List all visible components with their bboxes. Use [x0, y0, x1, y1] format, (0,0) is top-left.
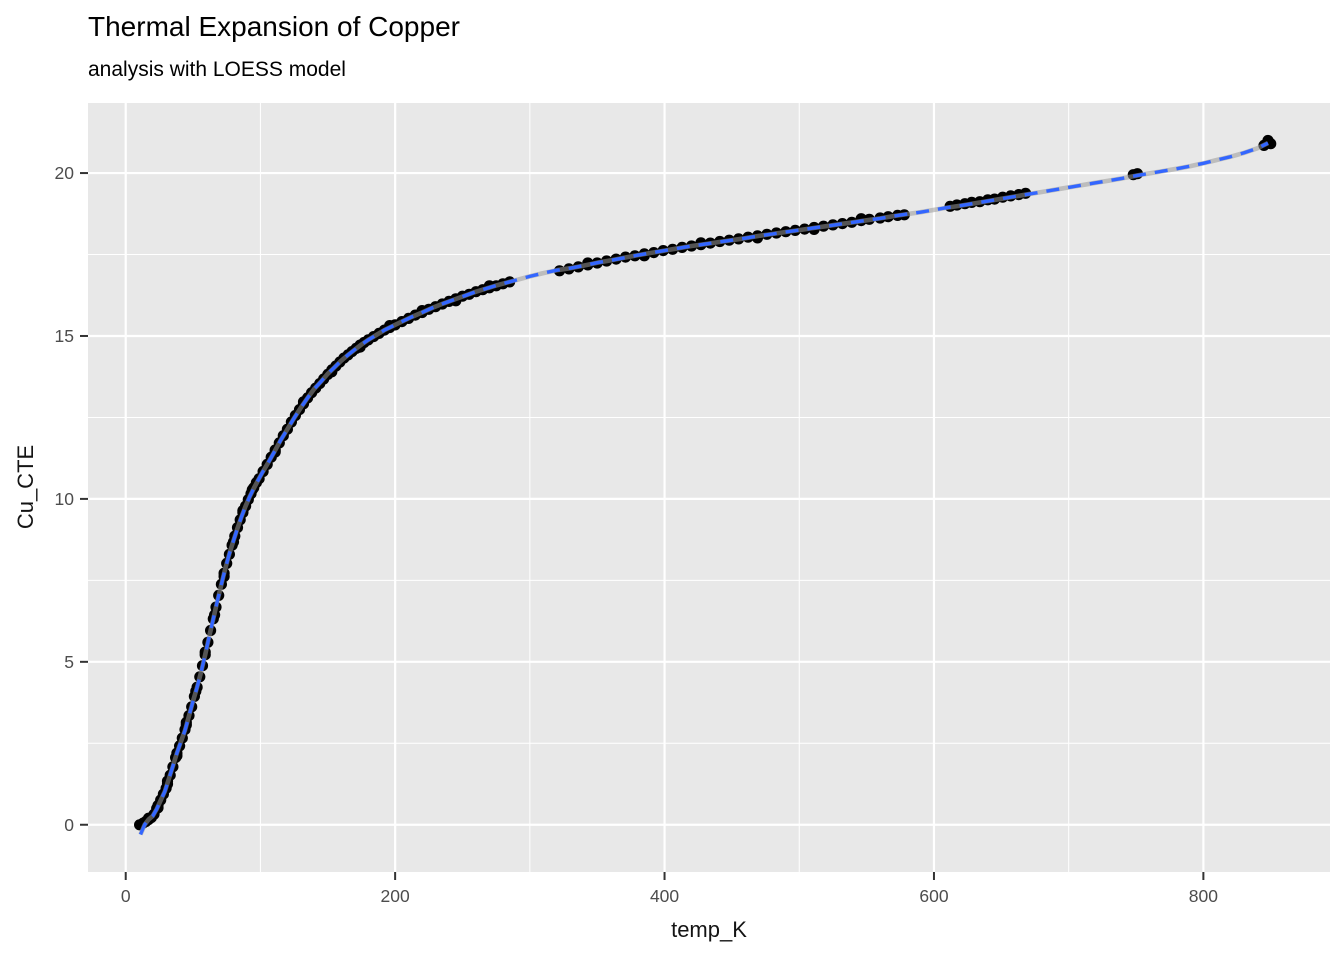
y-tick-label: 15: [55, 326, 74, 346]
panel-background: [88, 103, 1330, 872]
data-point: [1265, 138, 1277, 150]
y-tick-label: 0: [64, 815, 74, 835]
loess-line: [138, 141, 1269, 836]
x-tick-label: 200: [381, 886, 410, 906]
y-axis-title: Cu_CTE: [13, 444, 39, 530]
x-tick-label: 800: [1189, 886, 1218, 906]
y-tick-label: 10: [55, 489, 75, 509]
x-tick-label: 400: [650, 886, 679, 906]
chart-subtitle: analysis with LOESS model: [88, 58, 346, 81]
x-tick-label: 0: [121, 886, 131, 906]
y-tick-label: 5: [64, 652, 74, 672]
x-tick-label: 600: [919, 886, 948, 906]
y-tick-label: 20: [55, 163, 75, 183]
chart-title: Thermal Expansion of Copper: [88, 11, 460, 42]
x-axis-title: temp_K: [671, 917, 747, 942]
